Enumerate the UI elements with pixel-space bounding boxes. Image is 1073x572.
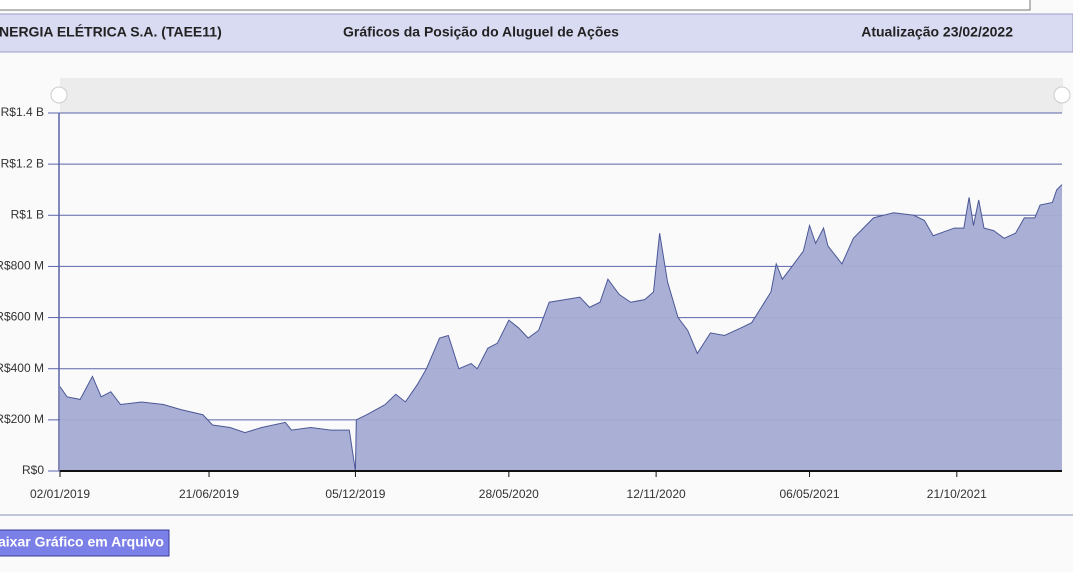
y-tick-label: R$600 M [0, 310, 44, 324]
page-title: Gráficos da Posição do Aluguel de Ações [343, 24, 619, 40]
header-bar [0, 13, 1073, 53]
y-tick-label: R$1 B [11, 207, 44, 221]
range-slider[interactable] [60, 78, 1063, 113]
y-tick-label: R$200 M [0, 412, 44, 426]
x-tick-label: 21/06/2019 [179, 487, 239, 501]
y-tick-label: R$800 M [0, 259, 44, 273]
x-tick-label: 02/01/2019 [30, 487, 90, 501]
y-tick-label: R$0 [22, 463, 44, 477]
x-tick-label: 05/12/2019 [325, 487, 385, 501]
slider-handle-right[interactable] [1053, 86, 1071, 104]
area-line [59, 184, 1063, 472]
slider-handle-left[interactable] [50, 86, 68, 104]
x-tick-label: 06/05/2021 [779, 487, 839, 501]
download-button[interactable] [0, 529, 170, 557]
top-box [0, 0, 1031, 11]
area-fill [60, 184, 1062, 471]
update-date: Atualização 23/02/2022 [861, 24, 1013, 40]
y-tick-label: R$400 M [0, 361, 44, 375]
y-tick-label: R$1.2 B [1, 156, 44, 170]
y-tick-label: R$1.4 B [1, 105, 44, 119]
x-tick-label: 21/10/2021 [927, 487, 987, 501]
company: NERGIA ELÉTRICA S.A. (TAEE11) [0, 24, 222, 40]
download-button-label[interactable]: aixar Gráfico em Arquivo [0, 534, 164, 550]
x-tick-label: 12/11/2020 [627, 487, 686, 501]
x-tick-label: 28/05/2020 [479, 487, 539, 501]
